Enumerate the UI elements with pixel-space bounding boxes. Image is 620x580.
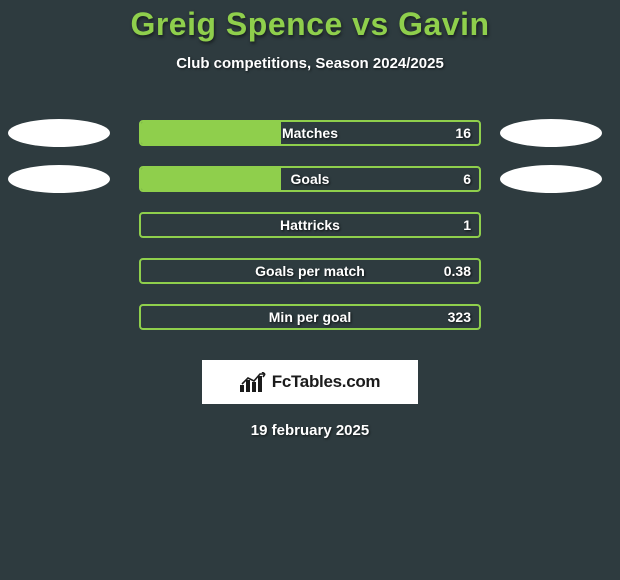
stat-value: 6 xyxy=(463,171,471,187)
stat-bar: Hattricks 1 xyxy=(139,212,481,238)
bar-fill-left xyxy=(141,122,281,144)
stat-row: Goals 6 xyxy=(0,156,620,202)
stat-label: Hattricks xyxy=(280,217,340,233)
stat-row: Matches 16 xyxy=(0,110,620,156)
right-player-marker xyxy=(500,119,602,147)
generation-date: 19 february 2025 xyxy=(0,422,620,439)
stat-bar: Goals per match 0.38 xyxy=(139,258,481,284)
stat-value: 16 xyxy=(455,125,471,141)
left-player-marker xyxy=(8,119,110,147)
stat-label: Matches xyxy=(282,125,338,141)
left-player-marker xyxy=(8,165,110,193)
stat-value: 0.38 xyxy=(444,263,471,279)
stat-label: Min per goal xyxy=(269,309,351,325)
stat-bar: Min per goal 323 xyxy=(139,304,481,330)
stat-bar: Matches 16 xyxy=(139,120,481,146)
bar-chart-icon xyxy=(240,372,266,392)
stat-row: Hattricks 1 xyxy=(0,202,620,248)
bars-area: Matches 16 Goals 6 Hattricks 1 Goals per match… xyxy=(0,110,620,340)
stat-bar: Goals 6 xyxy=(139,166,481,192)
brand-name: FcTables.com xyxy=(272,372,381,392)
stat-label: Goals xyxy=(291,171,330,187)
comparison-infographic: Greig Spence vs Gavin Club competitions,… xyxy=(0,0,620,439)
stat-value: 323 xyxy=(448,309,471,325)
bar-fill-left xyxy=(141,168,281,190)
stat-row: Goals per match 0.38 xyxy=(0,248,620,294)
subtitle: Club competitions, Season 2024/2025 xyxy=(0,55,620,72)
brand-logo-box[interactable]: FcTables.com xyxy=(202,360,418,404)
stat-value: 1 xyxy=(463,217,471,233)
right-player-marker xyxy=(500,165,602,193)
page-title: Greig Spence vs Gavin xyxy=(0,6,620,43)
stat-label: Goals per match xyxy=(255,263,365,279)
stat-row: Min per goal 323 xyxy=(0,294,620,340)
